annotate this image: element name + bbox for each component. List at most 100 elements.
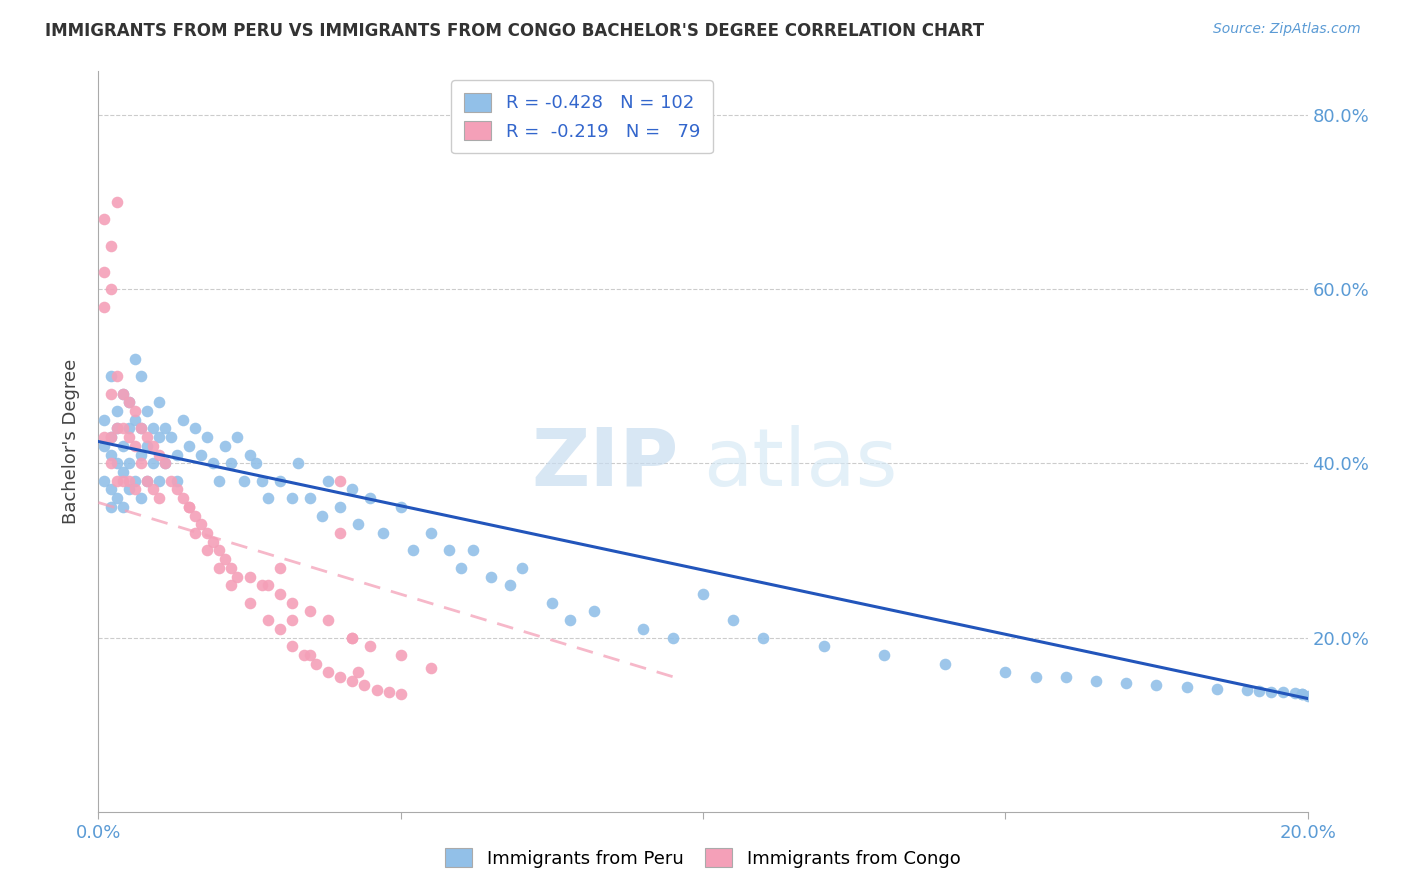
Point [190,517,212,532]
Point [583,604,606,618]
Point [111,421,134,435]
Point [124,404,146,418]
Point [93,474,115,488]
Point [239,596,262,610]
Point [269,474,291,488]
Point [221,456,243,470]
Point [195,543,218,558]
Point [135,404,157,418]
Y-axis label: Bachelor's Degree: Bachelor's Degree [62,359,80,524]
Text: ZIP: ZIP [531,425,679,503]
Point [481,569,503,583]
Point [202,456,225,470]
Point [100,448,122,462]
Point [661,631,683,645]
Point [93,300,115,314]
Point [142,456,165,470]
Point [371,526,394,541]
Point [111,465,134,479]
Point [93,413,115,427]
Point [105,474,128,488]
Point [111,500,134,514]
Point [129,491,152,505]
Point [1085,674,1108,689]
Point [221,578,243,592]
Point [221,561,243,575]
Point [153,456,176,470]
Point [124,483,146,497]
Point [148,491,170,505]
Point [752,631,775,645]
Point [342,483,364,497]
Point [316,474,339,488]
Point [179,500,201,514]
Point [166,448,188,462]
Point [1249,683,1271,698]
Point [118,483,141,497]
Point [142,483,165,497]
Point [214,552,236,566]
Point [111,386,134,401]
Point [142,421,165,435]
Point [813,639,835,653]
Point [402,543,425,558]
Point [105,421,128,435]
Point [153,456,176,470]
Point [100,430,122,444]
Point [1291,687,1313,701]
Point [190,448,212,462]
Point [93,212,115,227]
Point [305,657,328,671]
Point [100,386,122,401]
Point [118,430,141,444]
Point [256,613,278,627]
Point [124,351,146,366]
Point [329,670,352,684]
Point [1296,689,1319,703]
Point [100,430,122,444]
Point [160,474,183,488]
Point [342,631,364,645]
Point [226,569,249,583]
Point [1206,681,1229,696]
Point [105,456,128,470]
Point [93,439,115,453]
Text: atlas: atlas [703,425,897,503]
Point [135,474,157,488]
Point [111,439,134,453]
Point [329,474,352,488]
Point [166,474,188,488]
Point [299,604,322,618]
Point [873,648,896,662]
Point [245,456,267,470]
Point [142,439,165,453]
Point [100,369,122,384]
Point [148,448,170,462]
Point [347,517,370,532]
Point [100,483,122,497]
Point [389,648,412,662]
Point [135,430,157,444]
Point [1054,670,1077,684]
Point [184,526,207,541]
Point [129,421,152,435]
Point [269,622,291,636]
Point [281,491,304,505]
Point [160,430,183,444]
Point [292,648,315,662]
Point [214,439,236,453]
Point [208,474,231,488]
Point [1175,680,1198,694]
Point [208,543,231,558]
Point [1144,678,1167,692]
Point [148,395,170,409]
Point [148,474,170,488]
Point [329,526,352,541]
Point [105,491,128,505]
Point [172,413,194,427]
Point [311,508,333,523]
Point [179,500,201,514]
Point [1272,685,1295,699]
Point [692,587,714,601]
Text: Source: ZipAtlas.com: Source: ZipAtlas.com [1213,22,1361,37]
